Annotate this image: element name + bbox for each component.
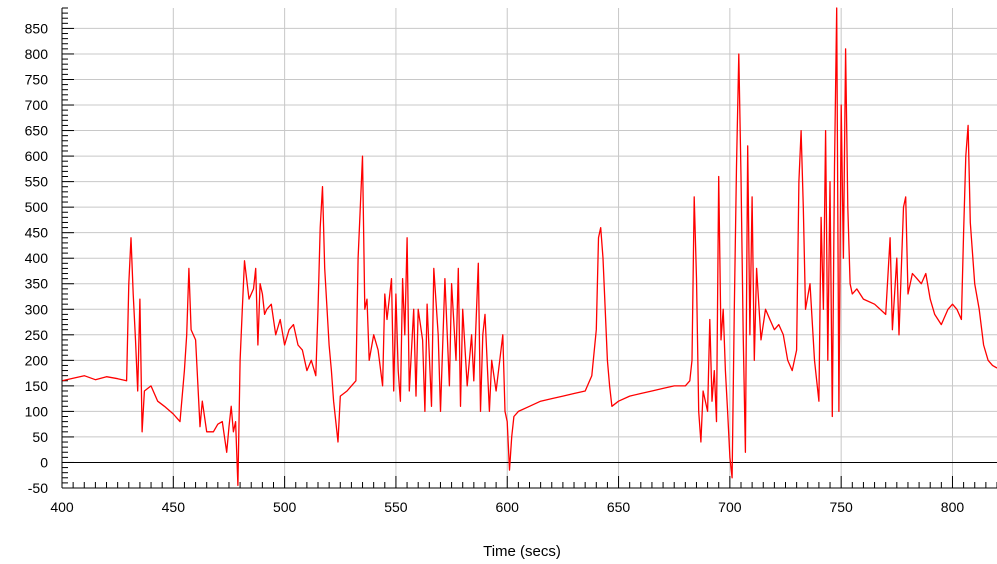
y-tick-label: 650 [25,123,49,139]
x-tick-label: 600 [496,499,520,515]
y-tick-label: 50 [32,429,48,445]
x-tick-label: 700 [718,499,742,515]
x-tick-label: 500 [273,499,297,515]
y-tick-label: 400 [25,250,49,266]
y-tick-label: 350 [25,276,49,292]
y-tick-label: 150 [25,378,49,394]
y-tick-labels: -50 0 50 100 150 200 250 300 350 400 450 500 550 600 6… [25,20,49,496]
x-tick-labels: 400 450 500 550 600 650 700 750 800 [50,499,964,515]
y-tick-label: 800 [25,46,49,62]
y-tick-label: 100 [25,403,49,419]
y-tick-label: 750 [25,71,49,87]
y-tick-label: 250 [25,327,49,343]
y-tick-label: 600 [25,148,49,164]
y-tick-label: 300 [25,301,49,317]
axes [61,8,997,489]
x-tick-label: 750 [829,499,853,515]
y-tick-label: 0 [40,454,48,470]
series-line-0 [62,7,997,487]
grid-lines [62,8,997,489]
x-tick-label: 550 [384,499,408,515]
series-layer [62,7,997,487]
x-tick-label: 650 [607,499,631,515]
x-tick-label: 800 [941,499,965,515]
y-tick-label: 200 [25,352,49,368]
y-tick-label: 450 [25,225,49,241]
minor-ticks [61,7,997,489]
y-tick-label: -50 [28,480,48,496]
y-tick-label: 500 [25,199,49,215]
x-tick-label: 450 [162,499,186,515]
x-tick-label: 400 [50,499,74,515]
x-axis-title: Time (secs) [483,543,561,560]
y-tick-label: 700 [25,97,49,113]
y-tick-label: 850 [25,20,49,36]
y-tick-label: 550 [25,174,49,190]
